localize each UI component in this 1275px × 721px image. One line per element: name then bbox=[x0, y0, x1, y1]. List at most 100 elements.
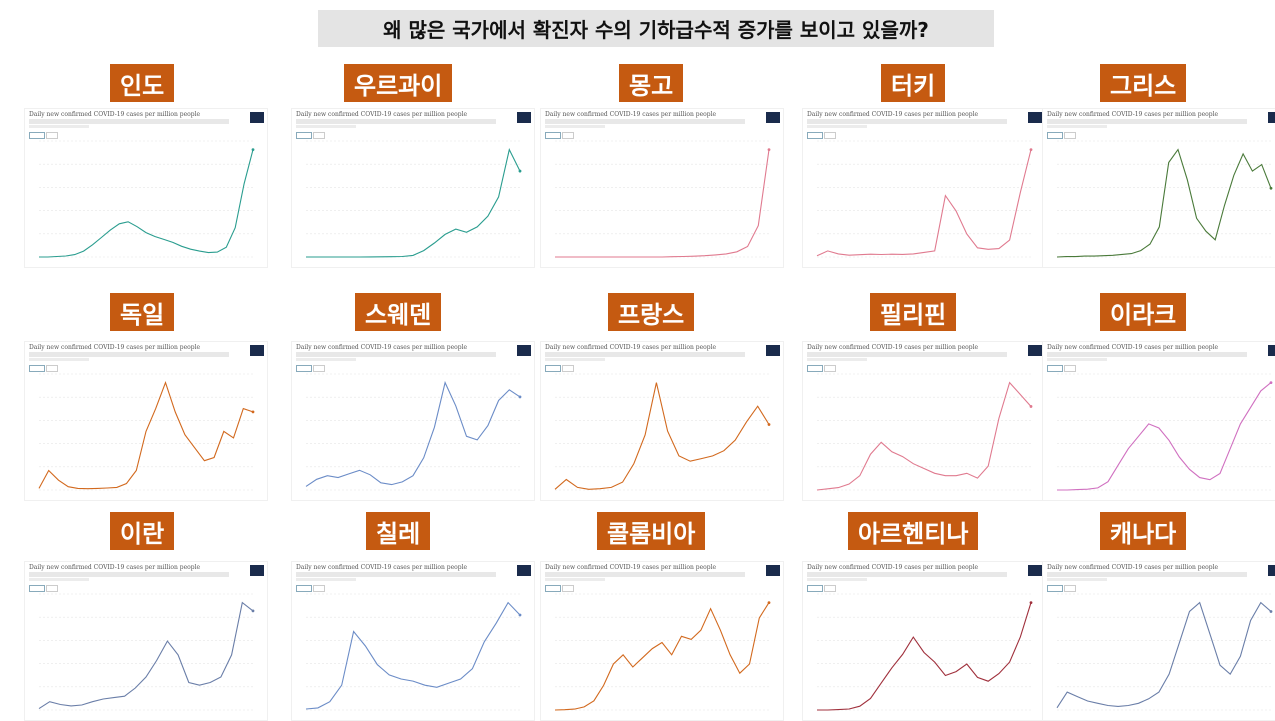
source-logo bbox=[250, 565, 264, 576]
chart-panel-title: Daily new confirmed COVID-19 cases per m… bbox=[1047, 564, 1219, 571]
main-title-banner: 왜 많은 국가에서 확진자 수의 기하급수적 증가를 보이고 있을까? bbox=[318, 10, 994, 47]
chart-panel-title: Daily new confirmed COVID-19 cases per m… bbox=[545, 344, 717, 351]
log-toggle[interactable] bbox=[46, 365, 58, 372]
line-chart bbox=[305, 593, 522, 711]
chart-panel: Daily new confirmed COVID-19 cases per m… bbox=[291, 108, 535, 268]
subtitle-line bbox=[1047, 358, 1107, 361]
series-end-point bbox=[767, 148, 771, 151]
log-toggle[interactable] bbox=[562, 585, 574, 592]
line-chart bbox=[1056, 140, 1273, 258]
series-line bbox=[305, 380, 521, 487]
log-toggle[interactable] bbox=[313, 132, 325, 139]
linear-toggle[interactable] bbox=[545, 365, 561, 372]
line-chart bbox=[38, 373, 255, 491]
line-chart bbox=[305, 373, 522, 491]
country-label: 인도 bbox=[110, 64, 175, 102]
linear-toggle[interactable] bbox=[296, 585, 312, 592]
series-end-point bbox=[251, 148, 255, 151]
series-line bbox=[306, 147, 521, 258]
log-toggle[interactable] bbox=[1064, 132, 1076, 139]
log-toggle[interactable] bbox=[46, 585, 58, 592]
linear-toggle[interactable] bbox=[1047, 365, 1063, 372]
country-label: 독일 bbox=[110, 293, 175, 331]
line-chart bbox=[306, 140, 522, 258]
chart-panel-title: Daily new confirmed COVID-19 cases per m… bbox=[807, 344, 979, 351]
chart-panel-title: Daily new confirmed COVID-19 cases per m… bbox=[807, 564, 979, 571]
series-line bbox=[305, 601, 521, 710]
linear-toggle[interactable] bbox=[296, 365, 312, 372]
log-toggle[interactable] bbox=[1064, 365, 1076, 372]
source-logo bbox=[517, 565, 531, 576]
subtitle-line bbox=[545, 119, 745, 124]
subtitle-line bbox=[296, 578, 356, 581]
series-line bbox=[816, 149, 1032, 257]
linear-toggle[interactable] bbox=[296, 132, 312, 139]
linear-toggle[interactable] bbox=[29, 365, 45, 372]
linear-toggle[interactable] bbox=[29, 585, 45, 592]
series-end-point bbox=[1029, 405, 1033, 408]
country-label: 스웨덴 bbox=[355, 293, 442, 331]
linear-toggle[interactable] bbox=[807, 365, 823, 372]
line-chart bbox=[816, 140, 1033, 258]
log-toggle[interactable] bbox=[562, 365, 574, 372]
chart-panel: Daily new confirmed COVID-19 cases per m… bbox=[1042, 108, 1275, 268]
subtitle-line bbox=[807, 572, 1007, 577]
series-line bbox=[555, 149, 770, 258]
chart-panel-title: Daily new confirmed COVID-19 cases per m… bbox=[29, 344, 201, 351]
log-toggle[interactable] bbox=[46, 132, 58, 139]
log-toggle[interactable] bbox=[824, 365, 836, 372]
log-toggle[interactable] bbox=[313, 585, 325, 592]
linear-toggle[interactable] bbox=[29, 132, 45, 139]
subtitle-line bbox=[545, 572, 745, 577]
subtitle-line bbox=[807, 125, 867, 128]
log-toggle[interactable] bbox=[1064, 585, 1076, 592]
line-chart bbox=[1057, 373, 1273, 491]
source-logo bbox=[1268, 345, 1275, 356]
line-chart bbox=[816, 373, 1033, 491]
source-logo bbox=[1028, 345, 1042, 356]
source-logo bbox=[250, 112, 264, 123]
linear-toggle[interactable] bbox=[1047, 132, 1063, 139]
linear-toggle[interactable] bbox=[807, 132, 823, 139]
chart-panel: Daily new confirmed COVID-19 cases per m… bbox=[1042, 341, 1275, 501]
source-logo bbox=[250, 345, 264, 356]
log-toggle[interactable] bbox=[313, 365, 325, 372]
chart-panel: Daily new confirmed COVID-19 cases per m… bbox=[24, 341, 268, 501]
subtitle-line bbox=[545, 358, 605, 361]
subtitle-line bbox=[1047, 572, 1247, 577]
series-end-point bbox=[251, 410, 255, 414]
linear-toggle[interactable] bbox=[807, 585, 823, 592]
log-toggle[interactable] bbox=[562, 132, 574, 139]
source-logo bbox=[517, 112, 531, 123]
series-end-point bbox=[1269, 610, 1273, 613]
series-line bbox=[554, 602, 770, 711]
country-label: 몽고 bbox=[619, 64, 684, 102]
series-end-point bbox=[1029, 601, 1033, 604]
series-end-point bbox=[1269, 186, 1273, 190]
linear-toggle[interactable] bbox=[545, 132, 561, 139]
linear-toggle[interactable] bbox=[1047, 585, 1063, 592]
chart-panel: Daily new confirmed COVID-19 cases per m… bbox=[1042, 561, 1275, 721]
linear-toggle[interactable] bbox=[545, 585, 561, 592]
line-chart bbox=[554, 593, 771, 711]
chart-panel: Daily new confirmed COVID-19 cases per m… bbox=[24, 108, 268, 268]
chart-panel: Daily new confirmed COVID-19 cases per m… bbox=[291, 561, 535, 721]
subtitle-line bbox=[1047, 125, 1107, 128]
subtitle-line bbox=[296, 358, 356, 361]
line-chart bbox=[817, 593, 1033, 711]
subtitle-line bbox=[296, 119, 496, 124]
log-toggle[interactable] bbox=[824, 132, 836, 139]
subtitle-line bbox=[29, 578, 89, 581]
subtitle-line bbox=[807, 358, 867, 361]
country-label: 콜롬비아 bbox=[597, 512, 706, 550]
subtitle-line bbox=[296, 125, 356, 128]
subtitle-line bbox=[1047, 119, 1247, 124]
source-logo bbox=[1268, 112, 1275, 123]
country-label: 터키 bbox=[881, 64, 946, 102]
line-chart bbox=[555, 140, 771, 258]
source-logo bbox=[766, 565, 780, 576]
series-line bbox=[554, 382, 770, 490]
log-toggle[interactable] bbox=[824, 585, 836, 592]
subtitle-line bbox=[29, 352, 229, 357]
series-end-point bbox=[767, 601, 771, 604]
